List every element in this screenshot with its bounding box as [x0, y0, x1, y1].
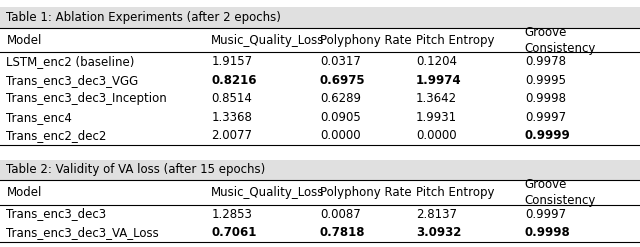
Text: Music_Quality_Loss: Music_Quality_Loss [211, 186, 324, 199]
FancyBboxPatch shape [0, 160, 640, 180]
Text: 1.3642: 1.3642 [416, 92, 457, 105]
Text: 0.6975: 0.6975 [320, 74, 365, 87]
Text: 3.0932: 3.0932 [416, 226, 461, 239]
Text: 0.7818: 0.7818 [320, 226, 365, 239]
Text: 0.0905: 0.0905 [320, 111, 361, 124]
Text: 2.0077: 2.0077 [211, 129, 252, 142]
Text: 1.9157: 1.9157 [211, 55, 252, 68]
Text: Trans_enc3_dec3_Inception: Trans_enc3_dec3_Inception [6, 92, 167, 105]
Text: 0.9997: 0.9997 [525, 207, 566, 221]
Text: 0.0000: 0.0000 [416, 129, 456, 142]
Text: Pitch Entropy: Pitch Entropy [416, 34, 495, 46]
Text: Trans_enc3_dec3_VA_Loss: Trans_enc3_dec3_VA_Loss [6, 226, 159, 239]
Text: Groove
Consistency: Groove Consistency [525, 178, 596, 207]
Text: Trans_enc3_dec3: Trans_enc3_dec3 [6, 207, 106, 221]
Text: Model: Model [6, 34, 42, 46]
Text: 0.0087: 0.0087 [320, 207, 361, 221]
Text: 0.9998: 0.9998 [525, 226, 570, 239]
Text: 0.8514: 0.8514 [211, 92, 252, 105]
Text: Trans_enc3_dec3_VGG: Trans_enc3_dec3_VGG [6, 74, 139, 87]
Text: 1.9974: 1.9974 [416, 74, 461, 87]
Text: 0.6289: 0.6289 [320, 92, 361, 105]
Text: 0.0000: 0.0000 [320, 129, 360, 142]
Text: Pitch Entropy: Pitch Entropy [416, 186, 495, 199]
FancyBboxPatch shape [0, 7, 640, 28]
Text: 2.8137: 2.8137 [416, 207, 457, 221]
Text: Trans_enc2_dec2: Trans_enc2_dec2 [6, 129, 107, 142]
Text: 1.2853: 1.2853 [211, 207, 252, 221]
Text: 1.9931: 1.9931 [416, 111, 457, 124]
Text: 1.3368: 1.3368 [211, 111, 252, 124]
Text: Table 1: Ablation Experiments (after 2 epochs): Table 1: Ablation Experiments (after 2 e… [6, 11, 281, 24]
Text: Table 2: Validity of VA loss (after 15 epochs): Table 2: Validity of VA loss (after 15 e… [6, 164, 266, 176]
Text: 0.9999: 0.9999 [525, 129, 570, 142]
Text: Polyphony Rate: Polyphony Rate [320, 186, 412, 199]
Text: LSTM_enc2 (baseline): LSTM_enc2 (baseline) [6, 55, 135, 68]
Text: 0.9995: 0.9995 [525, 74, 566, 87]
Text: Polyphony Rate: Polyphony Rate [320, 34, 412, 46]
Text: Model: Model [6, 186, 42, 199]
Text: Trans_enc4: Trans_enc4 [6, 111, 72, 124]
Text: Groove
Consistency: Groove Consistency [525, 25, 596, 55]
Text: 0.7061: 0.7061 [211, 226, 257, 239]
Text: 0.9978: 0.9978 [525, 55, 566, 68]
Text: 0.9997: 0.9997 [525, 111, 566, 124]
Text: 0.9998: 0.9998 [525, 92, 566, 105]
Text: 0.1204: 0.1204 [416, 55, 457, 68]
Text: Music_Quality_Loss: Music_Quality_Loss [211, 34, 324, 46]
Text: 0.8216: 0.8216 [211, 74, 257, 87]
Text: 0.0317: 0.0317 [320, 55, 361, 68]
